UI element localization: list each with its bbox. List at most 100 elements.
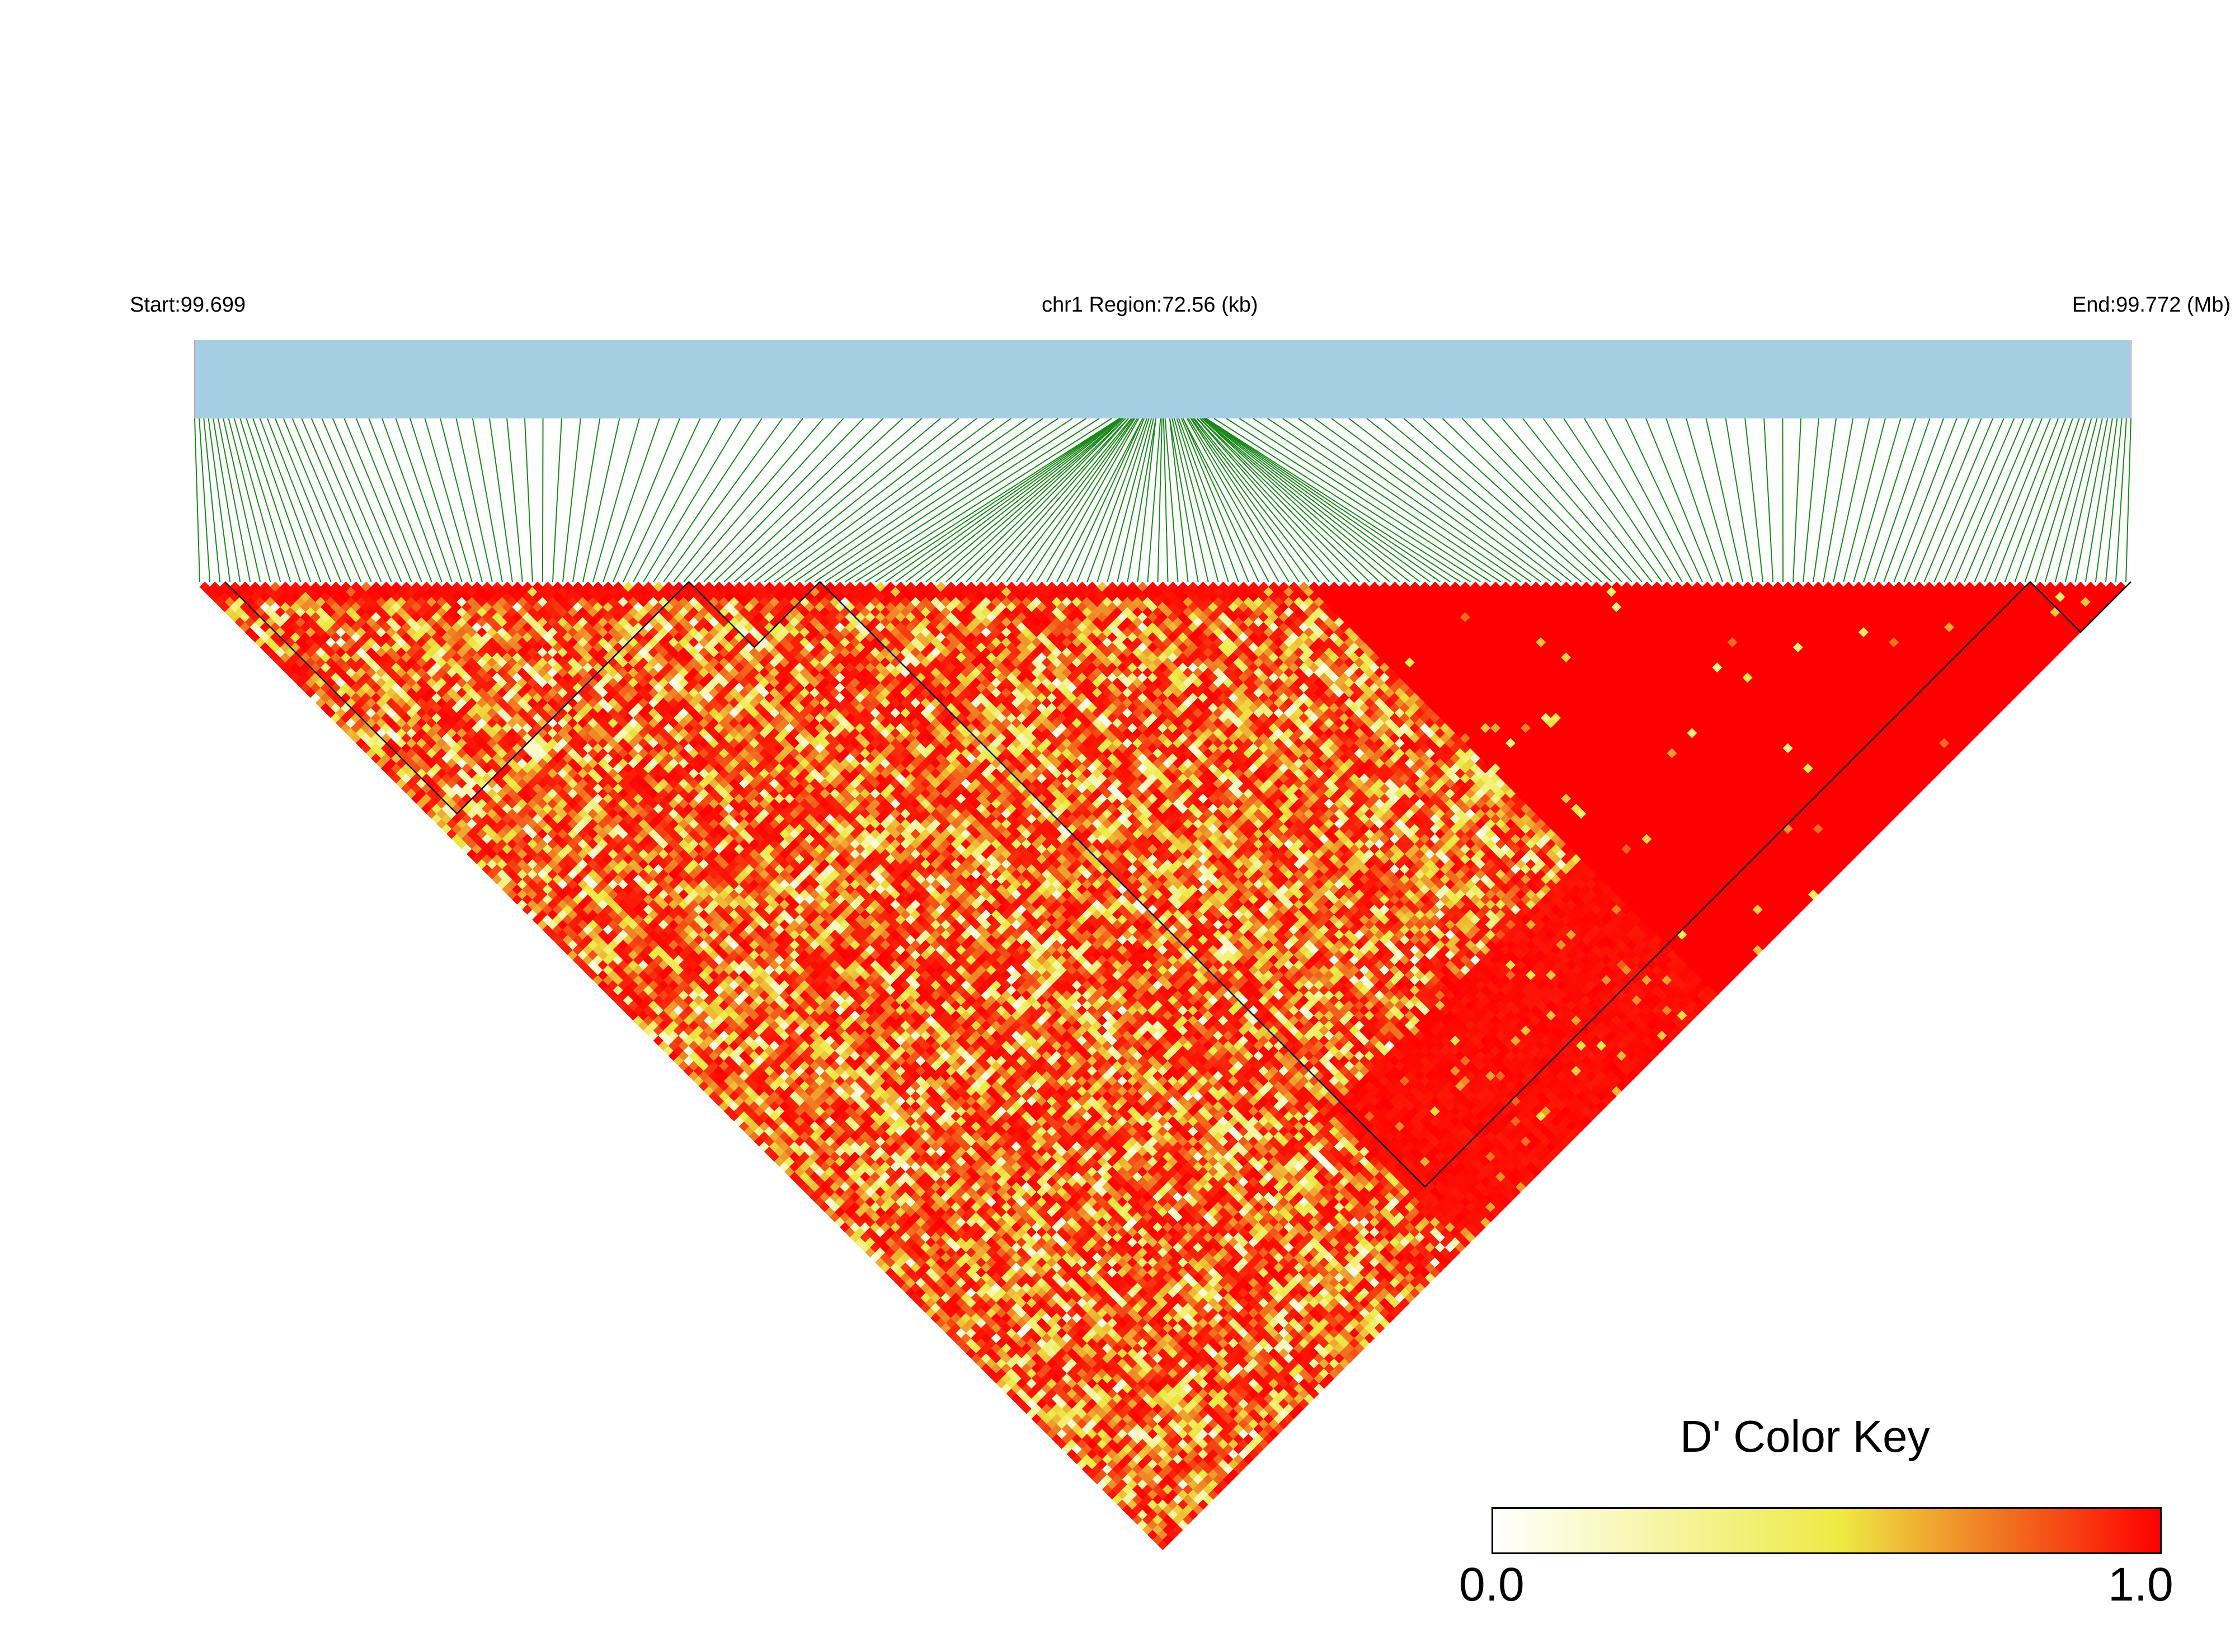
snp-connector <box>784 418 1011 582</box>
snp-connector <box>925 418 1123 582</box>
snp-connector <box>1016 418 1135 582</box>
snp-connector <box>1176 418 1229 582</box>
snp-connector <box>259 418 322 582</box>
snp-connector <box>1239 418 1491 582</box>
snp-connector <box>572 418 601 582</box>
snp-connector <box>835 418 1087 582</box>
snp-connector <box>1442 418 1612 582</box>
ld-triangle-heatmap <box>199 581 2126 1550</box>
snp-connector <box>865 418 1120 582</box>
snp-connector <box>1833 418 1870 582</box>
snp-connector <box>1127 418 1156 582</box>
snp-connector <box>2014 418 2073 582</box>
snp-connector <box>1893 418 1958 582</box>
snp-connector <box>1213 418 1471 582</box>
snp-connector <box>252 418 312 582</box>
snp-connector <box>1385 418 1582 582</box>
snp-connector <box>703 418 864 582</box>
snp-connector <box>440 418 483 582</box>
snp-connector <box>905 418 1122 582</box>
snp-connector <box>945 418 1124 582</box>
snp-connector <box>764 418 977 582</box>
snp-connector <box>976 418 1129 582</box>
snp-connector <box>1873 418 1931 582</box>
snp-connector <box>310 418 382 582</box>
snp-connector <box>986 418 1130 582</box>
snp-connector <box>332 418 402 582</box>
snp-connector <box>1205 418 1441 582</box>
snp-connector <box>1056 418 1144 582</box>
snp-connector <box>1843 418 1886 582</box>
snp-connector <box>1171 418 1209 582</box>
snp-connector <box>1803 418 1819 582</box>
snp-connector <box>1026 418 1136 582</box>
snp-connector <box>410 418 463 582</box>
snp-connector <box>2004 418 2067 582</box>
snp-connector <box>2024 418 2080 582</box>
snp-connector <box>996 418 1132 582</box>
snp-connector <box>1725 418 1754 582</box>
snp-connector <box>213 418 241 582</box>
snp-connector <box>506 418 523 582</box>
snp-connector-lines <box>194 418 2132 582</box>
snp-connector <box>1066 418 1144 582</box>
snp-connector <box>1604 418 1693 582</box>
snp-connector <box>1199 418 1370 582</box>
snp-connector <box>1267 418 1511 582</box>
snp-connector <box>693 418 844 582</box>
snp-connector <box>1974 418 2043 582</box>
snp-connector <box>956 418 1126 582</box>
snp-connector <box>885 418 1121 582</box>
snp-connector <box>774 418 995 582</box>
snp-connector <box>1253 418 1501 582</box>
snp-connector <box>2034 418 2086 582</box>
snp-connector <box>1147 418 1161 582</box>
snp-connector <box>1502 418 1643 582</box>
snp-connector <box>1097 418 1150 582</box>
snp-connector <box>713 418 884 582</box>
snp-connector <box>1203 418 1410 582</box>
snp-connector <box>223 418 261 582</box>
snp-connector <box>1792 418 1802 582</box>
snp-connector <box>1705 418 1743 582</box>
snp-connector <box>1202 418 1380 582</box>
snp-connector <box>1197 418 1350 582</box>
snp-connector <box>794 418 1028 582</box>
snp-connector <box>935 418 1124 582</box>
snp-connector <box>1314 418 1542 582</box>
snp-connector <box>966 418 1126 582</box>
snp-connector <box>1086 418 1148 582</box>
snp-connector <box>228 418 271 582</box>
snp-connector <box>344 418 412 582</box>
snp-connector <box>217 418 251 582</box>
snp-connector <box>395 418 453 582</box>
snp-connector <box>1169 418 1189 582</box>
snp-connector <box>1348 418 1562 582</box>
snp-connector <box>1744 418 1764 582</box>
snp-connector <box>1863 418 1916 582</box>
snp-connector <box>1584 418 1683 582</box>
snp-connector <box>582 418 620 582</box>
snp-connector <box>1036 418 1138 582</box>
snp-connector <box>603 418 660 582</box>
snp-connector <box>1202 418 1400 582</box>
snp-connector <box>2115 418 2127 582</box>
snp-connector <box>1686 418 1733 582</box>
snp-connector <box>246 418 302 582</box>
snp-connector <box>1191 418 1310 582</box>
snp-connector <box>1188 418 1290 582</box>
snp-connector <box>1481 418 1632 582</box>
snp-connector <box>368 418 432 582</box>
snp-connector <box>875 418 1120 582</box>
snp-connector <box>1403 418 1592 582</box>
snp-connector <box>845 418 1100 582</box>
snp-connector <box>1903 418 1970 582</box>
snp-connector <box>1117 418 1154 582</box>
snp-connector <box>1137 418 1157 582</box>
snp-connector <box>194 418 201 582</box>
snp-connector <box>855 418 1112 582</box>
snp-connector <box>1192 418 1320 582</box>
snp-connector <box>489 418 513 582</box>
snp-connector <box>321 418 392 582</box>
